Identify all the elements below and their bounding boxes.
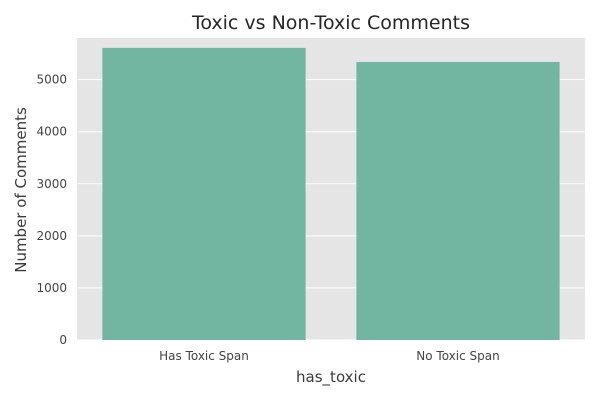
y-tick-label: 5000 [36,73,67,87]
y-axis-ticks: 0 1000 2000 3000 4000 5000 [36,73,67,347]
x-axis-ticks: Has Toxic Span No Toxic Span [159,349,500,363]
x-axis-label: has_toxic [296,368,366,387]
bar-no-toxic-span [356,61,560,341]
x-tick-label: Has Toxic Span [159,349,249,363]
bars [102,47,560,341]
y-tick-label: 2000 [36,229,67,243]
y-axis-label: Number of Comments [12,107,30,273]
x-tick-label: No Toxic Span [416,349,499,363]
bar-has-toxic-span [102,47,306,341]
y-tick-label: 0 [59,333,67,347]
y-tick-label: 4000 [36,125,67,139]
y-tick-label: 3000 [36,177,67,191]
y-tick-label: 1000 [36,281,67,295]
chart-title: Toxic vs Non-Toxic Comments [191,12,470,34]
